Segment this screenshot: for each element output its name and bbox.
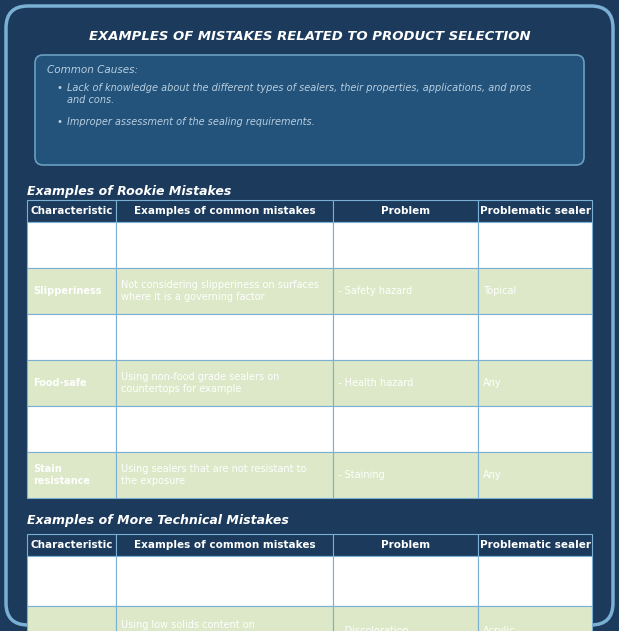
Bar	[333, 200, 478, 222]
Bar	[333, 360, 478, 406]
Bar	[116, 534, 333, 556]
Bar	[333, 452, 478, 498]
Text: Topical: Topical	[483, 424, 516, 434]
Text: Problem: Problem	[381, 540, 430, 550]
Bar	[27, 406, 116, 452]
Bar	[333, 534, 478, 556]
Text: - Health hazard: - Health hazard	[338, 378, 413, 388]
Bar	[333, 222, 478, 268]
Text: Solids
content: Solids content	[33, 570, 76, 593]
Bar	[478, 606, 592, 631]
Text: Examples of common mistakes: Examples of common mistakes	[134, 206, 315, 216]
Text: •: •	[57, 83, 63, 93]
Text: - Discoloration
- Softening: - Discoloration - Softening	[338, 418, 409, 440]
Bar	[333, 606, 478, 631]
Text: Examples of More Technical Mistakes: Examples of More Technical Mistakes	[27, 514, 289, 527]
Bar	[27, 534, 116, 556]
Bar	[27, 556, 116, 606]
Bar	[116, 452, 333, 498]
Bar	[478, 360, 592, 406]
Bar	[478, 406, 592, 452]
Text: - Staining: - Staining	[338, 470, 385, 480]
Bar	[116, 314, 333, 360]
Text: Epoxy: Epoxy	[483, 240, 513, 250]
Bar	[478, 200, 592, 222]
Bar	[27, 360, 116, 406]
Text: - Discoloration: - Discoloration	[338, 626, 409, 631]
Text: Common Causes:: Common Causes:	[47, 65, 138, 75]
Text: Using sealers that are not resistant to
the exposure: Using sealers that are not resistant to …	[121, 464, 306, 487]
Bar	[116, 268, 333, 314]
Text: Using non-heat resistant sealers on
surfaces exposed to high temperatures: Using non-heat resistant sealers on surf…	[121, 418, 313, 440]
Bar	[333, 556, 478, 606]
Text: Characteristic: Characteristic	[30, 206, 113, 216]
Bar	[27, 268, 116, 314]
Text: Using UV sensitive sealers on surfaces
exposed to direct sunlight: Using UV sensitive sealers on surfaces e…	[121, 233, 310, 256]
Text: Slipperiness: Slipperiness	[33, 286, 102, 296]
Text: Characteristic: Characteristic	[30, 540, 113, 550]
Bar	[333, 268, 478, 314]
Bar	[478, 222, 592, 268]
Text: Not considering slipperiness on surfaces
where it is a governing factor: Not considering slipperiness on surfaces…	[121, 280, 319, 302]
Text: Problematic sealer: Problematic sealer	[480, 206, 591, 216]
Bar	[333, 406, 478, 452]
Text: EXAMPLES OF MISTAKES RELATED TO PRODUCT SELECTION: EXAMPLES OF MISTAKES RELATED TO PRODUCT …	[89, 30, 530, 43]
Bar	[116, 360, 333, 406]
Text: Problem: Problem	[381, 206, 430, 216]
Bar	[478, 556, 592, 606]
Bar	[116, 200, 333, 222]
Text: Topical: Topical	[483, 286, 516, 296]
Text: - Fogging up
- Adhesion failure: - Fogging up - Adhesion failure	[338, 326, 423, 348]
Text: UV resistance: UV resistance	[33, 240, 109, 250]
Text: Stain
resistance: Stain resistance	[33, 464, 90, 487]
Bar	[27, 606, 116, 631]
Bar	[333, 314, 478, 360]
Text: Food-safe: Food-safe	[33, 378, 87, 388]
Text: Using low solids content on
surfaces exposed to hot tires: Using low solids content on surfaces exp…	[121, 620, 263, 631]
Text: Any: Any	[483, 378, 501, 388]
Text: Problematic sealer: Problematic sealer	[480, 540, 591, 550]
Bar	[27, 452, 116, 498]
Bar	[27, 200, 116, 222]
Text: Topical: Topical	[483, 576, 516, 586]
Bar	[478, 534, 592, 556]
Bar	[116, 606, 333, 631]
Text: Acrylic: Acrylic	[483, 626, 516, 631]
Text: Any: Any	[483, 470, 501, 480]
Text: Heat
resistance: Heat resistance	[33, 418, 90, 440]
Text: Using high solids content as a first
coat on tight concrete surfaces: Using high solids content as a first coa…	[121, 570, 290, 593]
Text: Breathability: Breathability	[33, 332, 105, 342]
Text: Improper assessment of the sealing requirements.: Improper assessment of the sealing requi…	[67, 117, 314, 127]
Text: Examples of common mistakes: Examples of common mistakes	[134, 540, 315, 550]
Text: Examples of Rookie Mistakes: Examples of Rookie Mistakes	[27, 185, 232, 198]
Bar	[116, 406, 333, 452]
Text: •: •	[57, 117, 63, 127]
Bar	[116, 556, 333, 606]
FancyBboxPatch shape	[35, 55, 584, 165]
Bar	[27, 222, 116, 268]
Bar	[478, 314, 592, 360]
FancyBboxPatch shape	[6, 6, 613, 625]
Text: Lack of knowledge about the different types of sealers, their properties, applic: Lack of knowledge about the different ty…	[67, 83, 531, 105]
Text: - Safety hazard: - Safety hazard	[338, 286, 412, 296]
Text: Topical: Topical	[483, 332, 516, 342]
Bar	[116, 222, 333, 268]
Text: Using non-breathable sealers on
moisture-exposed surfaces: Using non-breathable sealers on moisture…	[121, 326, 280, 348]
Bar	[478, 452, 592, 498]
Bar	[478, 268, 592, 314]
Text: - Yellowing: - Yellowing	[338, 240, 390, 250]
Bar	[27, 314, 116, 360]
Text: - Adhesion failure: - Adhesion failure	[338, 576, 423, 586]
Text: Using non-food grade sealers on
countertops for example: Using non-food grade sealers on countert…	[121, 372, 279, 394]
